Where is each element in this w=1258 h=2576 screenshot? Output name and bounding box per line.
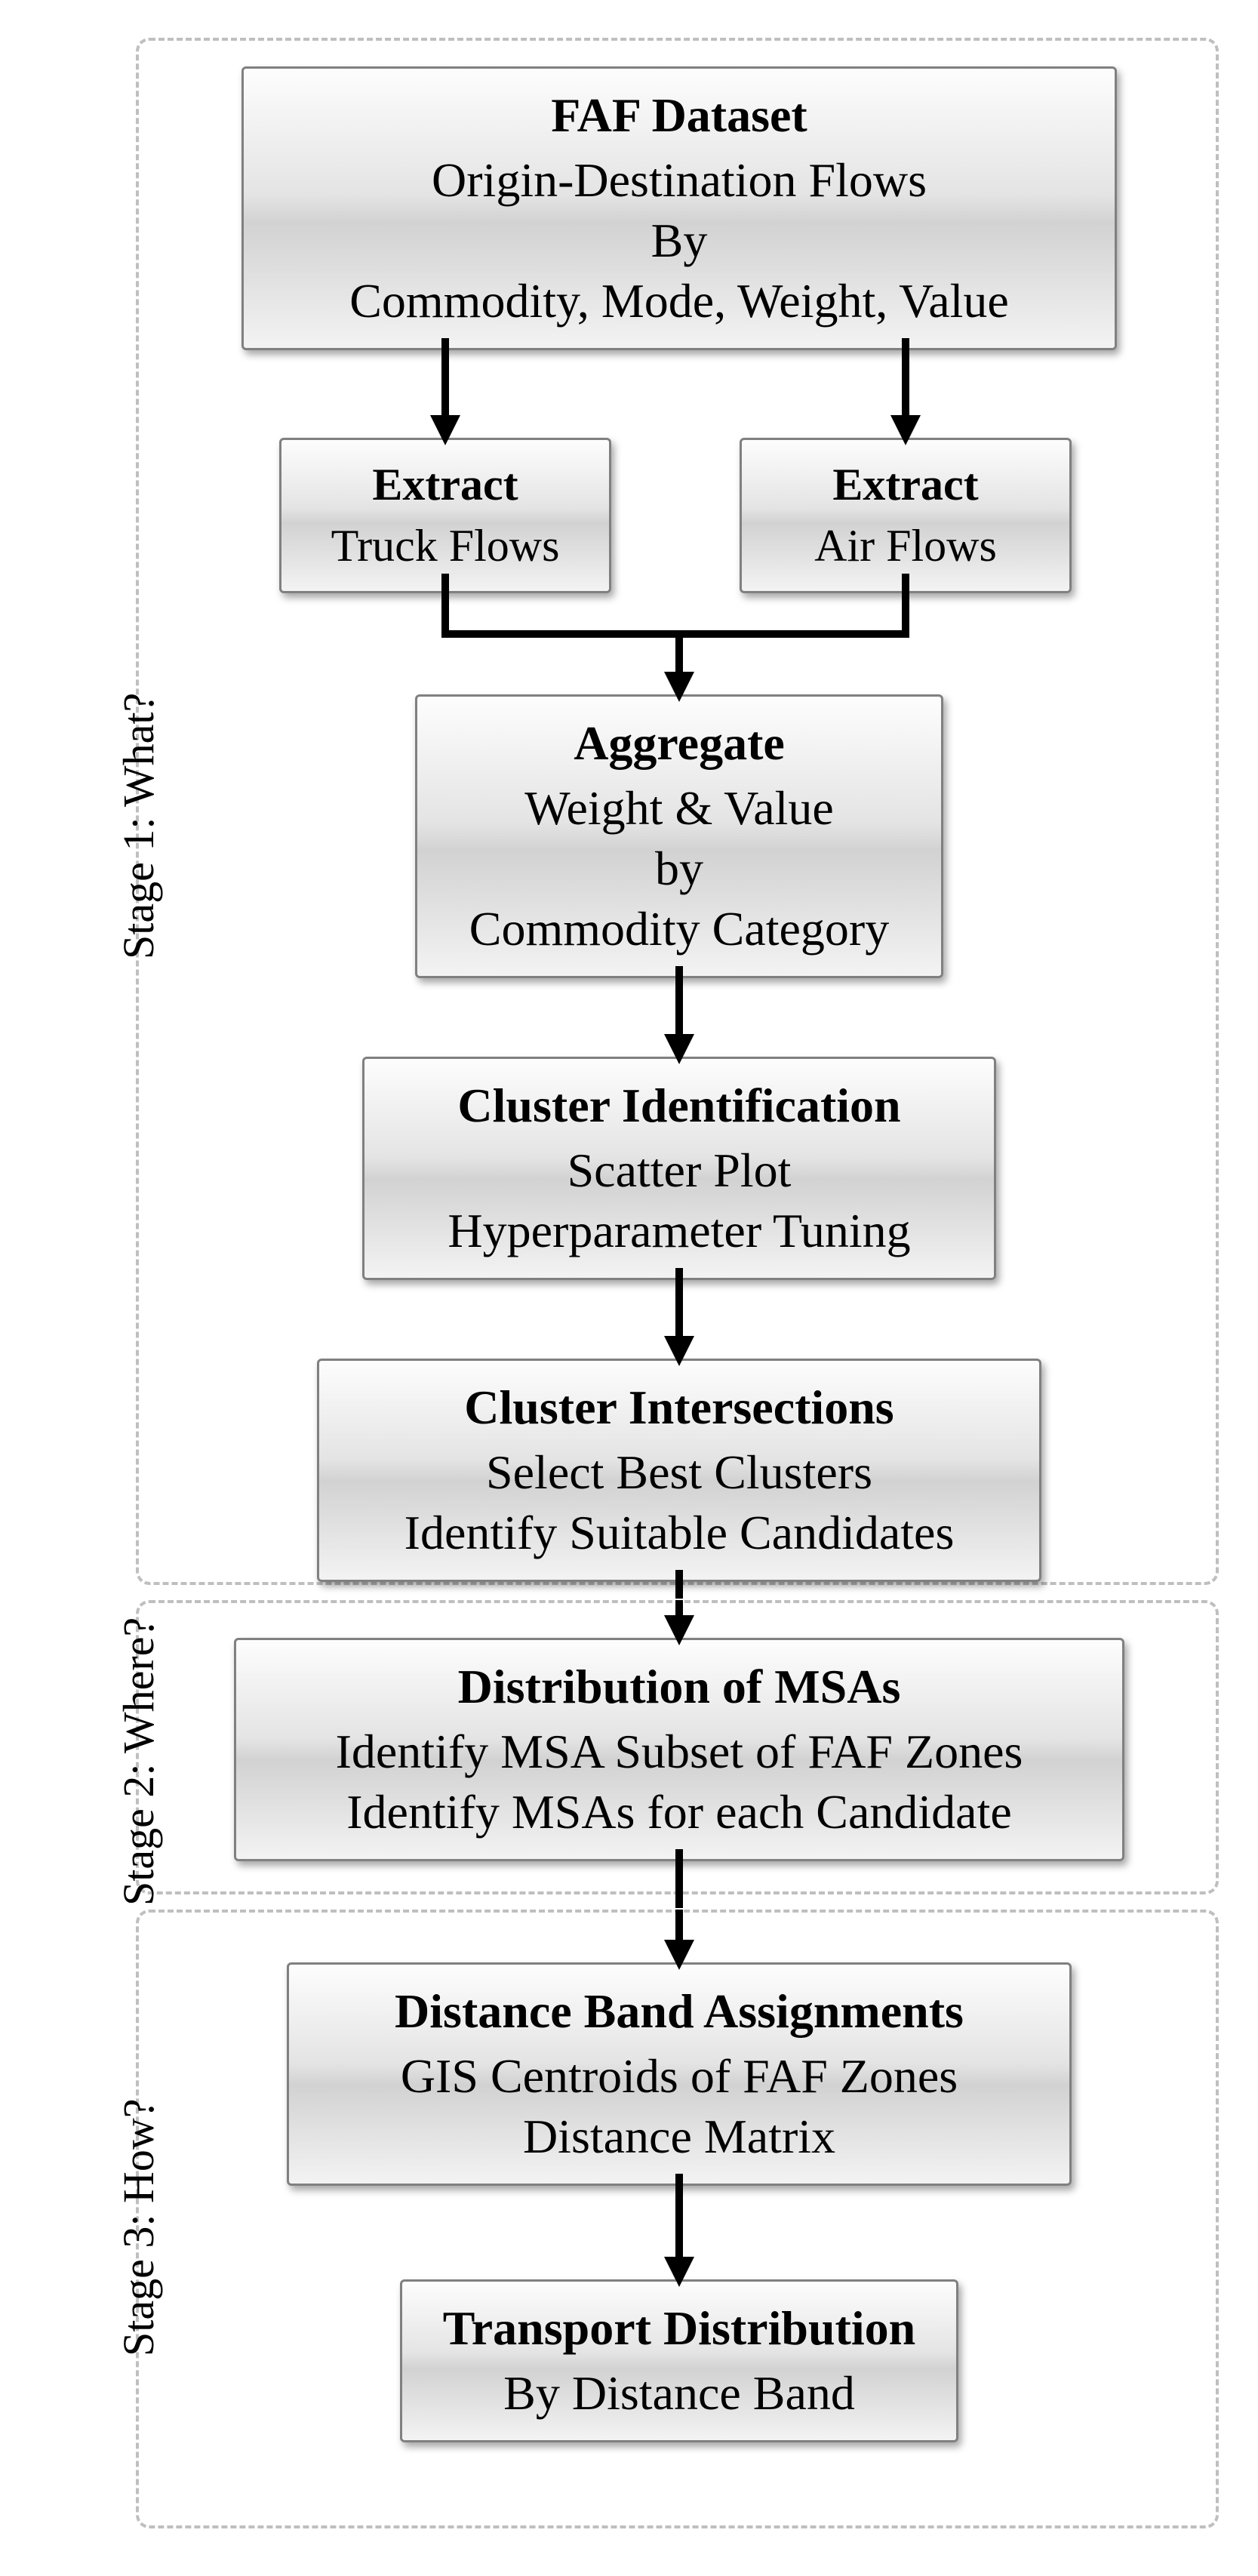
node-title: Cluster Intersections bbox=[340, 1377, 1018, 1438]
node-line: By Distance Band bbox=[423, 2363, 935, 2424]
node-title: Transport Distribution bbox=[423, 2298, 935, 2359]
node-title: Aggregate bbox=[438, 713, 920, 774]
node-line: Identify Suitable Candidates bbox=[340, 1503, 1018, 1563]
node-line: Weight & Value bbox=[438, 778, 920, 839]
stage-label-stage2: Stage 2: Where? bbox=[113, 1617, 164, 1906]
node-line: Identify MSAs for each Candidate bbox=[257, 1782, 1101, 1842]
node-line: Commodity Category bbox=[438, 899, 920, 959]
node-cluster_id: Cluster IdentificationScatter PlotHyperp… bbox=[362, 1057, 996, 1280]
stage-label-stage3: Stage 3: How? bbox=[113, 2099, 164, 2357]
node-title: Cluster Identification bbox=[386, 1076, 973, 1136]
node-extract_air: ExtractAir Flows bbox=[740, 438, 1072, 593]
node-title: Extract bbox=[763, 457, 1048, 513]
node-line: Air Flows bbox=[763, 518, 1048, 574]
node-title: Distribution of MSAs bbox=[257, 1657, 1101, 1717]
node-cluster_int: Cluster IntersectionsSelect Best Cluster… bbox=[317, 1359, 1041, 1582]
node-line: Truck Flows bbox=[303, 518, 588, 574]
node-dist_band: Distance Band AssignmentsGIS Centroids o… bbox=[287, 1962, 1072, 2186]
node-line: Commodity, Mode, Weight, Value bbox=[265, 271, 1093, 331]
node-title: Distance Band Assignments bbox=[310, 1981, 1048, 2042]
node-line: Distance Matrix bbox=[310, 2107, 1048, 2167]
node-title: FAF Dataset bbox=[265, 85, 1093, 146]
node-line: GIS Centroids of FAF Zones bbox=[310, 2046, 1048, 2107]
flowchart-canvas: Stage 1: What? Stage 2: Where? Stage 3: Ho… bbox=[30, 30, 1228, 2546]
node-line: Origin-Destination Flows bbox=[265, 150, 1093, 211]
node-extract_truck: ExtractTruck Flows bbox=[279, 438, 611, 593]
node-line: Select Best Clusters bbox=[340, 1442, 1018, 1503]
node-line: By bbox=[265, 211, 1093, 271]
stage-label-stage1: Stage 1: What? bbox=[113, 693, 164, 959]
node-line: Hyperparameter Tuning bbox=[386, 1201, 973, 1261]
node-title: Extract bbox=[303, 457, 588, 513]
node-transport: Transport DistributionBy Distance Band bbox=[400, 2279, 958, 2442]
node-line: Identify MSA Subset of FAF Zones bbox=[257, 1722, 1101, 1782]
node-faf: FAF DatasetOrigin-Destination FlowsByCom… bbox=[241, 66, 1117, 350]
node-line: by bbox=[438, 839, 920, 899]
node-aggregate: AggregateWeight & ValuebyCommodity Categ… bbox=[415, 694, 943, 978]
node-line: Scatter Plot bbox=[386, 1140, 973, 1201]
node-msa_dist: Distribution of MSAsIdentify MSA Subset … bbox=[234, 1638, 1124, 1861]
